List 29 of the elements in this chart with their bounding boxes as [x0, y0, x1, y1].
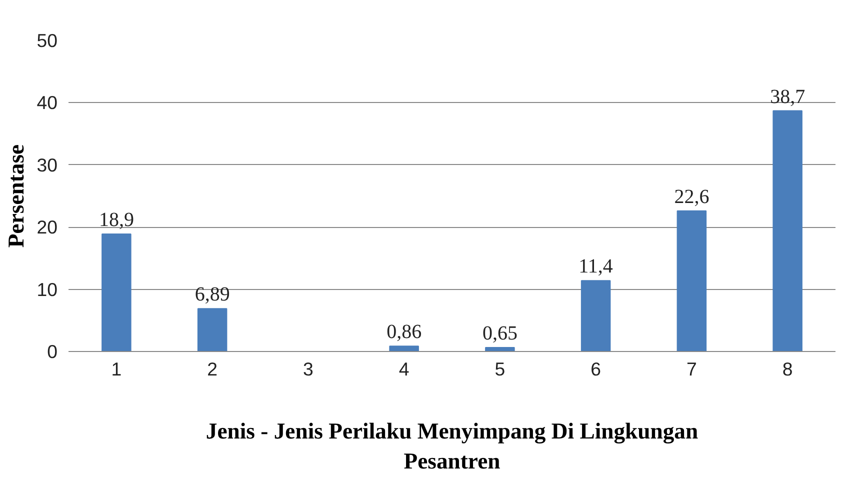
x-tick-label: 7	[686, 358, 697, 380]
x-tick-label: 1	[111, 358, 122, 380]
x-tick-label: 8	[782, 358, 793, 380]
data-label: 6,89	[194, 284, 230, 306]
bar	[772, 110, 802, 352]
y-tick-label: 0	[47, 341, 58, 362]
data-label: 0,86	[386, 321, 422, 344]
x-tick-label: 4	[398, 358, 410, 380]
data-label: 22,6	[674, 186, 710, 208]
y-tick-label: 20	[36, 216, 58, 238]
y-tick-label: 50	[36, 30, 58, 51]
bar	[102, 233, 132, 352]
data-label: 11,4	[578, 256, 613, 278]
bar	[389, 346, 419, 352]
data-label: 0,65	[482, 322, 518, 344]
x-tick-label: 6	[590, 358, 602, 380]
x-tick-label: 5	[494, 358, 506, 380]
y-tick-label: 40	[36, 92, 58, 114]
bar	[676, 210, 707, 352]
x-tick-label: 2	[207, 358, 218, 380]
y-tick-label: 10	[36, 278, 58, 300]
data-label: 38,7	[770, 86, 806, 108]
x-tick-label: 3	[303, 358, 314, 380]
y-tick-label: 30	[36, 154, 58, 176]
data-label: 18,9	[98, 208, 134, 231]
x-axis-title: Jenis - Jenis Perilaku Menyimpang Di Lingkungan Pesantren	[206, 418, 699, 474]
bar	[580, 280, 611, 352]
y-axis-title: Persentase	[4, 144, 29, 248]
bar	[197, 308, 228, 352]
